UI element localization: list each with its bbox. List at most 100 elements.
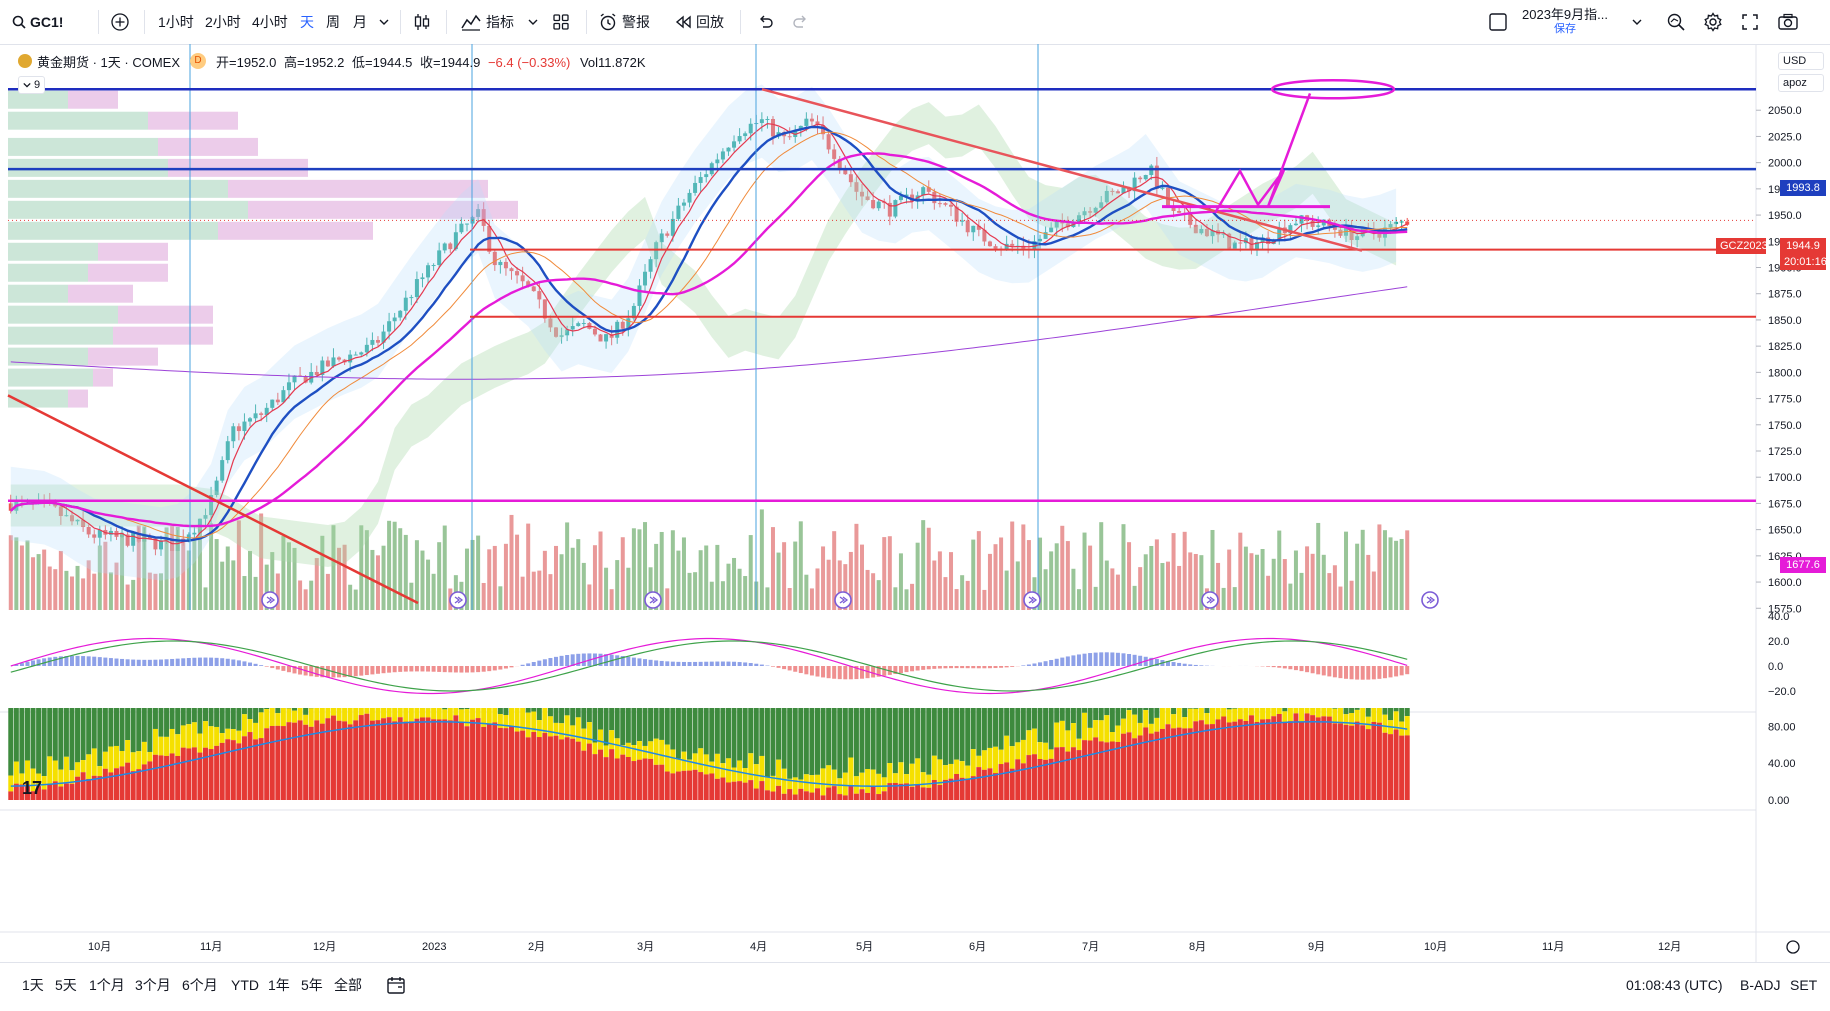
time-axis-label: 12月 <box>313 941 336 953</box>
osc-bar-yellow <box>1204 713 1209 724</box>
osc-bar-red <box>854 794 859 800</box>
delayed-badge[interactable]: D <box>190 53 206 69</box>
macd-histogram-bar <box>226 659 230 666</box>
redo-button[interactable] <box>792 0 810 44</box>
price-tick-label: 1700.0 <box>1768 472 1802 484</box>
osc-bar-yellow <box>654 739 659 765</box>
timeframe-week[interactable]: 周 <box>326 0 340 44</box>
volume-bar <box>432 574 436 610</box>
layout-templates-button[interactable] <box>552 0 570 44</box>
replay-button[interactable]: 回放 <box>674 0 724 44</box>
volume-bar <box>1261 549 1265 610</box>
timeframe-dropdown[interactable] <box>379 0 389 44</box>
volume-profile-bar-up <box>8 138 158 156</box>
osc-bar-red <box>1099 741 1104 800</box>
range-5d[interactable]: 5天 <box>55 963 77 1007</box>
layout-checkbox[interactable] <box>1488 0 1508 44</box>
layout-name-button[interactable]: 2023年9月指... 保存 <box>1522 0 1608 44</box>
osc-bar-yellow <box>142 742 147 764</box>
volume-bar <box>426 560 430 610</box>
timeframe-month[interactable]: 月 <box>353 0 367 44</box>
price-tick-label: 1850.0 <box>1768 315 1802 327</box>
volume-bar <box>910 584 914 610</box>
scale-settings-icon[interactable] <box>1787 941 1799 953</box>
indicators-dropdown[interactable] <box>528 0 538 44</box>
b-adj-toggle[interactable]: B-ADJ <box>1740 963 1780 1007</box>
macd-histogram-bar <box>732 662 736 666</box>
osc-bar-red <box>253 739 258 800</box>
alerts-button[interactable]: 警报 <box>598 0 650 44</box>
tradingview-logo-icon: 17 <box>22 778 42 798</box>
open-label: 开= <box>216 55 237 70</box>
range-5y[interactable]: 5年 <box>301 963 323 1007</box>
osc-bar-yellow <box>414 708 419 719</box>
fullscreen-button[interactable] <box>1741 0 1759 44</box>
range-all[interactable]: 全部 <box>334 963 362 1007</box>
legend-collapse-toggle[interactable]: 9 <box>18 76 45 94</box>
range-6m[interactable]: 6个月 <box>182 963 218 1007</box>
osc-bar-red <box>826 788 831 800</box>
volume-bar <box>1377 524 1381 610</box>
layout-dropdown[interactable] <box>1632 0 1642 44</box>
volume-bar <box>1138 567 1142 610</box>
range-1y[interactable]: 1年 <box>268 963 290 1007</box>
osc-bar-green <box>915 708 920 758</box>
legend-title[interactable]: 黄金期货 · 1天 · COMEX <box>37 52 180 71</box>
osc-bar-red <box>1115 742 1120 800</box>
volume-bar <box>1177 566 1181 610</box>
osc-bar-yellow <box>581 729 586 751</box>
timeframe-1h[interactable]: 1小时 <box>158 0 194 44</box>
macd-histogram-bar <box>1060 658 1064 666</box>
chart-type-button[interactable] <box>412 0 432 44</box>
osc-bar-yellow <box>604 745 609 757</box>
macd-histogram-bar <box>999 666 1003 668</box>
utc-clock[interactable]: 01:08:43 (UTC) <box>1626 963 1722 1007</box>
timeframe-2h[interactable]: 2小时 <box>205 0 241 44</box>
macd-histogram-bar <box>1405 666 1409 674</box>
osc-bar-yellow <box>882 777 887 791</box>
macd-histogram-bar <box>1372 666 1376 679</box>
osc-bar-yellow <box>598 729 603 749</box>
compare-button[interactable] <box>110 0 130 44</box>
osc-bar-green <box>1232 708 1237 709</box>
macd-histogram-bar <box>715 662 719 666</box>
osc-bar-yellow <box>392 708 397 721</box>
symbol-search[interactable]: GC1! <box>12 0 63 44</box>
chart-area[interactable]: 2050.02025.02000.01975.01950.01925.01900… <box>0 44 1830 962</box>
range-ytd[interactable]: YTD <box>231 963 259 1007</box>
macd-histogram-bar <box>593 653 597 666</box>
settings-button[interactable] <box>1703 0 1723 44</box>
currency-selector[interactable]: USD <box>1778 52 1824 70</box>
osc-bar-red <box>982 770 987 800</box>
volume-bar <box>526 524 530 610</box>
osc-bar-red <box>387 717 392 800</box>
osc-bar-red <box>231 740 236 800</box>
chart-canvas[interactable]: 2050.02025.02000.01975.01950.01925.01900… <box>0 44 1830 962</box>
quick-search-button[interactable] <box>1666 0 1686 44</box>
osc-bar-green <box>1349 708 1354 713</box>
macd-histogram-bar <box>710 662 714 666</box>
macd-histogram-bar <box>643 659 647 666</box>
range-1m[interactable]: 1个月 <box>89 963 125 1007</box>
macd-histogram-bar <box>309 666 313 676</box>
osc-bar-red <box>1349 726 1354 800</box>
indicators-button[interactable]: 指标 <box>460 0 514 44</box>
volume-bar <box>309 581 313 610</box>
range-3m[interactable]: 3个月 <box>135 963 171 1007</box>
osc-bar-yellow <box>197 734 202 753</box>
osc-bar-yellow <box>248 719 253 732</box>
volume-bar <box>1166 562 1170 610</box>
timeframe-4h[interactable]: 4小时 <box>252 0 288 44</box>
timeframe-day[interactable]: 天 <box>300 0 314 44</box>
macd-histogram-bar <box>804 666 808 674</box>
macd-histogram-bar <box>960 666 964 668</box>
osc-bar-green <box>770 708 775 776</box>
date-range-button[interactable] <box>386 963 406 1007</box>
undo-button[interactable] <box>756 0 774 44</box>
range-1d[interactable]: 1天 <box>22 963 44 1007</box>
session-set-toggle[interactable]: SET <box>1790 963 1817 1007</box>
volume-bar <box>1055 543 1059 610</box>
macd-histogram-bar <box>1305 666 1309 672</box>
snapshot-button[interactable] <box>1777 0 1799 44</box>
script-selector[interactable]: apoz <box>1778 74 1824 92</box>
